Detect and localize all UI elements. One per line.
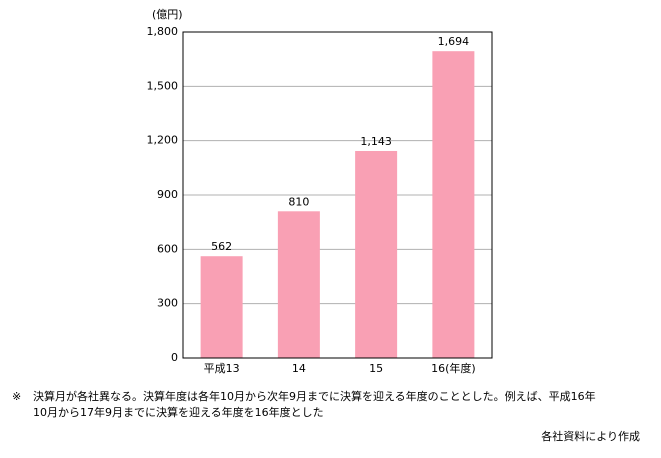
bar <box>432 51 475 358</box>
y-tick-label: 1,200 <box>147 134 179 147</box>
note-line: 決算月が各社異なる。決算年度は各年10月から次年9月までに決算を迎える年度のこと… <box>33 389 596 403</box>
source: 各社資料により作成 <box>541 429 640 443</box>
x-tick-label: 15 <box>369 362 383 375</box>
y-unit: (億円) <box>152 8 183 21</box>
note-mark: ※ <box>12 390 21 403</box>
x-tick-label: 16(年度) <box>431 361 476 375</box>
y-tick-label: 1,500 <box>147 79 179 92</box>
x-tick-label: 14 <box>292 362 306 375</box>
y-tick-label: 900 <box>157 188 178 201</box>
y-tick-label: 300 <box>157 297 178 310</box>
value-label: 810 <box>288 195 309 208</box>
value-label: 1,694 <box>438 35 470 48</box>
plot-frame <box>182 31 493 359</box>
y-tick-label: 0 <box>171 351 178 364</box>
y-tick-label: 600 <box>157 242 178 255</box>
bar <box>355 150 398 358</box>
value-label: 1,143 <box>360 135 392 148</box>
y-tick-label: 1,800 <box>147 25 179 38</box>
note-line: 10月から17年9月までに決算を迎える年度を16年度とした <box>33 405 324 419</box>
bar <box>277 211 320 358</box>
x-tick-label: 平成13 <box>204 362 240 375</box>
bar <box>200 256 243 358</box>
value-label: 562 <box>211 240 232 253</box>
